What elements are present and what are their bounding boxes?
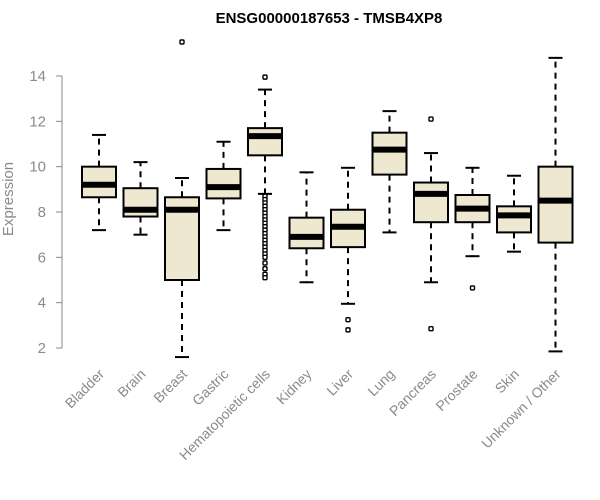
outlier-point <box>262 254 268 261</box>
box-bladder <box>81 133 117 232</box>
y-tick-label: 2 <box>38 340 46 357</box>
outlier-point <box>262 74 268 80</box>
outlier-point <box>179 39 185 45</box>
box-hematopoietic-cells <box>247 74 283 281</box>
iqr-box <box>371 131 408 176</box>
x-tick-label: Bladder <box>62 366 108 412</box>
y-tick-label: 14 <box>29 68 46 85</box>
y-tick-label: 12 <box>29 113 46 130</box>
box-breast <box>164 39 200 359</box>
y-tick-label: 6 <box>38 249 46 266</box>
box-skin <box>496 174 532 253</box>
y-tick-label: 4 <box>38 295 46 312</box>
iqr-box <box>288 216 325 250</box>
box-lung <box>371 110 408 234</box>
x-tick-label: Liver <box>323 366 356 399</box>
iqr-box <box>537 165 574 244</box>
box-liver <box>330 166 366 333</box>
outlier-point <box>469 285 476 291</box>
y-tick-label: 8 <box>38 204 46 221</box>
outlier-point <box>262 275 268 281</box>
outlier-point <box>262 260 268 266</box>
box-unknown-other <box>537 56 574 353</box>
x-tick-label: Brain <box>114 366 148 400</box>
x-tick-label: Prostate <box>432 366 480 414</box>
x-tick-label: Unknown / Other <box>478 366 564 452</box>
outlier-point <box>262 265 268 272</box>
box-gastric <box>205 140 242 232</box>
outlier-point <box>428 116 434 122</box>
x-tick-label: Breast <box>150 366 190 406</box>
outlier-point <box>428 326 434 332</box>
outlier-point <box>345 327 351 333</box>
chart-title: ENSG00000187653 - TMSB4XP8 <box>216 10 443 27</box>
y-axis-label: Expression <box>0 162 17 236</box>
box-prostate <box>454 166 491 291</box>
box-brain <box>122 161 159 236</box>
iqr-box <box>205 167 242 200</box>
y-tick-label: 10 <box>29 159 46 176</box>
x-tick-label: Kidney <box>273 366 315 408</box>
x-tick-label: Skin <box>492 366 523 397</box>
y-axis: 2 4 6 8 10 12 14 <box>29 68 63 357</box>
box-pancreas <box>413 116 449 332</box>
box-series <box>81 39 574 359</box>
iqr-box <box>413 181 449 224</box>
outlier-point <box>345 316 351 323</box>
iqr-box <box>247 127 283 157</box>
x-tick-label: Lung <box>364 366 397 399</box>
iqr-box <box>496 205 532 234</box>
box-kidney <box>288 171 325 284</box>
